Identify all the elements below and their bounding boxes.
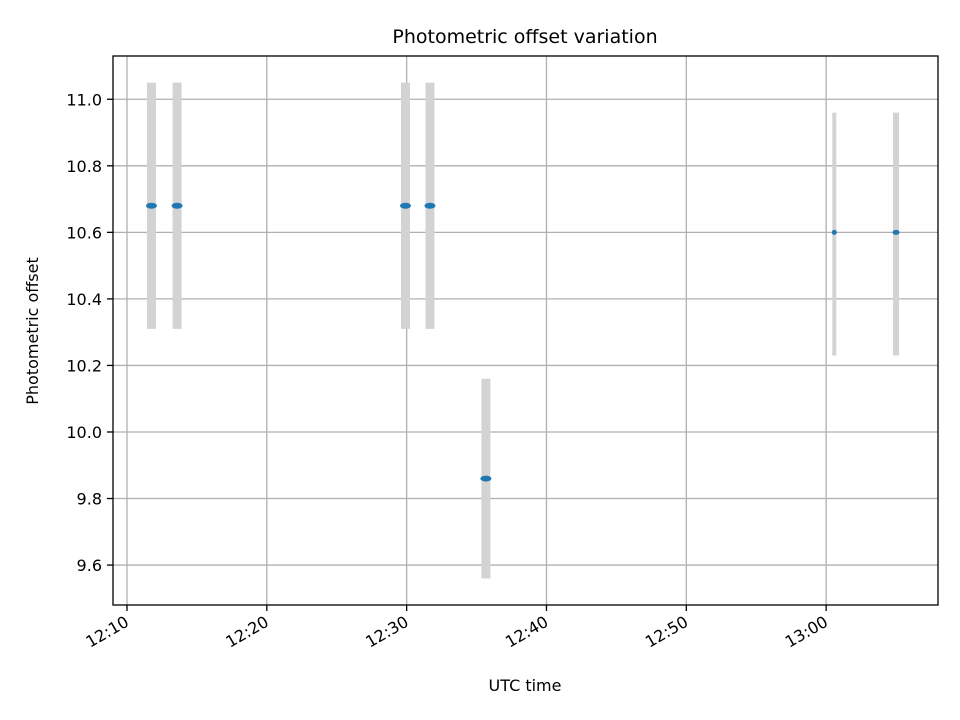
data-point xyxy=(145,202,157,209)
y-tick-label: 10.2 xyxy=(66,356,102,375)
points xyxy=(145,202,900,482)
y-tick-label: 10.6 xyxy=(66,223,102,242)
data-point xyxy=(424,202,436,209)
y-tick-label: 10.4 xyxy=(66,290,102,309)
y-axis-ticks: 9.6 9.8 10.0 10.2 10.4 10.6 10.8 11.0 xyxy=(66,90,113,575)
data-point xyxy=(399,202,411,209)
plot-frame xyxy=(112,55,939,606)
y-tick-label: 9.6 xyxy=(77,556,102,575)
chart-title: Photometric offset variation xyxy=(392,26,657,48)
data-point xyxy=(892,229,900,235)
data-point xyxy=(171,202,183,209)
x-axis-label: UTC time xyxy=(489,676,562,695)
y-tick-label: 10.8 xyxy=(66,157,102,176)
data-point xyxy=(831,229,837,235)
y-tick-label: 10.0 xyxy=(66,423,102,442)
y-tick-label: 11.0 xyxy=(66,90,102,109)
data-point xyxy=(480,475,492,482)
y-axis-label: Photometric offset xyxy=(23,257,42,405)
grid xyxy=(113,56,938,605)
y-tick-label: 9.8 xyxy=(77,490,102,509)
